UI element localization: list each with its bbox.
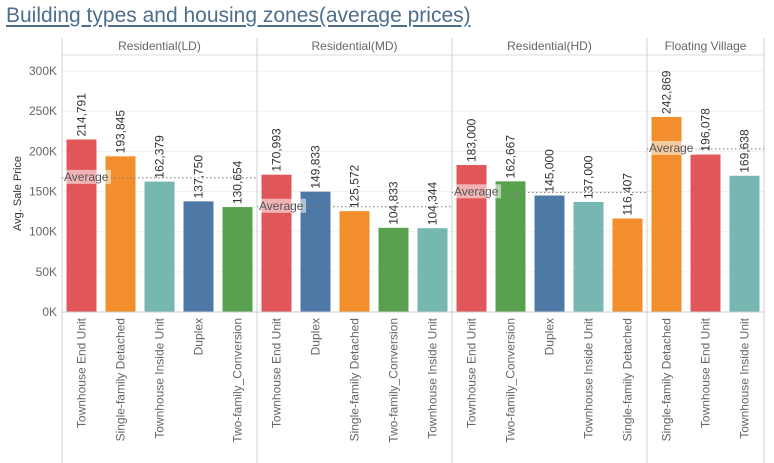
- x-tick-label: Two-family_Conversion: [231, 318, 245, 443]
- x-tick-label: Townhouse End Unit: [699, 317, 713, 428]
- chart-title: Building types and housing zones(average…: [6, 4, 471, 27]
- bar-value-label: 149,833: [309, 145, 323, 189]
- bar-value-label: 183,000: [465, 118, 479, 162]
- x-tick-label: Townhouse End Unit: [270, 317, 284, 428]
- bar: [378, 227, 409, 312]
- x-tick-label: Single-family Detached: [621, 318, 635, 441]
- average-label-background: [648, 140, 696, 155]
- x-tick-label: Townhouse Inside Unit: [738, 317, 752, 438]
- bar-value-label: 145,000: [543, 149, 557, 193]
- bar: [144, 181, 175, 312]
- bar-value-label: 162,667: [504, 135, 518, 179]
- x-tick-label: Duplex: [543, 318, 557, 355]
- x-tick-label: Single-family Detached: [114, 318, 128, 441]
- bar-value-label: 170,993: [270, 128, 284, 172]
- x-tick-label: Townhouse End Unit: [465, 317, 479, 428]
- y-tick-label: 0K: [42, 305, 57, 319]
- bar: [495, 181, 526, 312]
- bar-value-label: 214,791: [75, 93, 89, 137]
- bar: [534, 195, 565, 312]
- bar-value-label: 193,845: [114, 110, 128, 154]
- y-tick-label: 250K: [29, 104, 57, 118]
- x-tick-label: Duplex: [192, 318, 206, 355]
- x-tick-label: Townhouse Inside Unit: [582, 317, 596, 438]
- bar-value-label: 125,572: [348, 164, 362, 208]
- panel-header-label: Floating Village: [665, 39, 747, 53]
- bar-value-label: 137,750: [192, 155, 206, 199]
- x-tick-label: Single-family Detached: [660, 318, 674, 441]
- y-tick-label: 200K: [29, 144, 57, 158]
- average-label-background: [63, 169, 111, 184]
- bar: [612, 218, 643, 312]
- bar-value-label: 137,000: [582, 155, 596, 199]
- average-label-background: [258, 198, 306, 213]
- x-tick-label: Townhouse End Unit: [75, 317, 89, 428]
- y-axis-label: Avg. Sale Price: [12, 156, 24, 231]
- bar-value-label: 116,407: [621, 173, 635, 216]
- bar-value-label: 196,078: [699, 108, 713, 152]
- bar-value-label: 242,869: [660, 70, 674, 114]
- average-label-background: [453, 184, 501, 199]
- panel-header-label: Residential(MD): [311, 39, 397, 53]
- x-tick-label: Two-family_Conversion: [504, 318, 518, 443]
- y-tick-label: 300K: [29, 64, 57, 78]
- bar: [183, 201, 214, 312]
- panel-header-band: [62, 38, 764, 55]
- panel-header-label: Residential(LD): [118, 39, 201, 53]
- average-reference-label: Average: [64, 170, 109, 184]
- average-reference-label: Average: [649, 141, 694, 155]
- y-tick-label: 150K: [29, 185, 57, 199]
- panel-header-label: Residential(HD): [507, 39, 592, 53]
- x-tick-label: Townhouse Inside Unit: [153, 317, 167, 438]
- bar: [573, 201, 604, 312]
- x-tick-label: Duplex: [309, 318, 323, 355]
- bar-value-label: 104,833: [387, 181, 401, 225]
- average-reference-label: Average: [259, 199, 304, 213]
- bar-value-label: 104,344: [426, 181, 440, 225]
- bar: [690, 154, 721, 312]
- bar-value-label: 162,379: [153, 135, 167, 179]
- y-tick-label: 100K: [29, 225, 57, 239]
- bar: [729, 175, 760, 312]
- x-tick-label: Single-family Detached: [348, 318, 362, 441]
- x-tick-label: Two-family_Conversion: [387, 318, 401, 443]
- x-tick-label: Townhouse Inside Unit: [426, 317, 440, 438]
- y-tick-label: 50K: [36, 265, 57, 279]
- bar: [222, 207, 253, 312]
- average-reference-label: Average: [454, 184, 499, 198]
- bar: [417, 228, 448, 312]
- bar-value-label: 169,638: [738, 129, 752, 173]
- bar: [66, 139, 97, 312]
- bar: [261, 174, 292, 312]
- bar: [339, 211, 370, 312]
- bar-value-label: 130,654: [231, 160, 245, 204]
